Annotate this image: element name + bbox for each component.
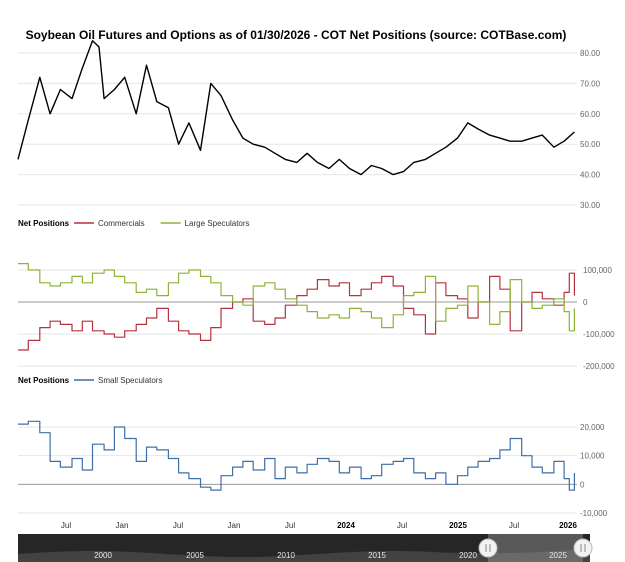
x-tick-label: Jan — [228, 521, 241, 530]
legend-title: Net Positions — [18, 376, 70, 385]
drag-handle-icon[interactable] — [478, 538, 498, 558]
navigator-label: 2005 — [186, 551, 204, 560]
navigator-label: 2020 — [459, 551, 477, 560]
price-series-line — [17, 40, 575, 176]
legend-title: Net Positions — [18, 219, 70, 228]
navigator-overview — [18, 548, 590, 562]
x-tick-label: 2024 — [337, 521, 355, 530]
x-tick-label: Jul — [397, 521, 407, 530]
y-tick-label: 30.00 — [580, 201, 601, 210]
commercials-series-line — [18, 272, 576, 351]
y-tick-label: 100,000 — [583, 266, 612, 275]
large-speculators-series-line — [18, 263, 576, 332]
x-tick-label: Jul — [61, 521, 71, 530]
y-tick-label: 40.00 — [580, 171, 601, 180]
y-tick-label: 80.00 — [580, 49, 601, 58]
small-speculators-series-line — [18, 420, 576, 491]
y-tick-label: 0 — [583, 298, 588, 307]
x-tick-label: Jul — [173, 521, 183, 530]
y-tick-label: -100,000 — [583, 330, 615, 339]
y-tick-label: 60.00 — [580, 110, 601, 119]
y-tick-label: 0 — [580, 480, 585, 489]
y-tick-label: -10,000 — [580, 509, 608, 518]
navigator-label: 2000 — [94, 551, 112, 560]
x-tick-label: Jul — [285, 521, 295, 530]
y-tick-label: 70.00 — [580, 79, 601, 88]
navigator-label: 2025 — [549, 551, 567, 560]
legend-label: Commercials — [98, 219, 145, 228]
legend-label: Large Speculators — [185, 219, 250, 228]
x-tick-label: Jan — [116, 521, 129, 530]
x-tick-label: Jul — [509, 521, 519, 530]
y-tick-label: 50.00 — [580, 140, 601, 149]
navigator-selection — [488, 534, 583, 562]
drag-handle-icon[interactable] — [573, 538, 593, 558]
x-tick-label: 2025 — [449, 521, 467, 530]
x-tick-label: 2026 — [559, 521, 577, 530]
legend-label: Small Speculators — [98, 376, 162, 385]
navigator-label: 2015 — [368, 551, 386, 560]
y-tick-label: -200,000 — [583, 362, 615, 371]
chart-title: Soybean Oil Futures and Options as of 01… — [26, 28, 567, 42]
y-tick-label: 20,000 — [580, 423, 605, 432]
y-tick-label: 10,000 — [580, 452, 605, 461]
navigator-label: 2010 — [277, 551, 295, 560]
